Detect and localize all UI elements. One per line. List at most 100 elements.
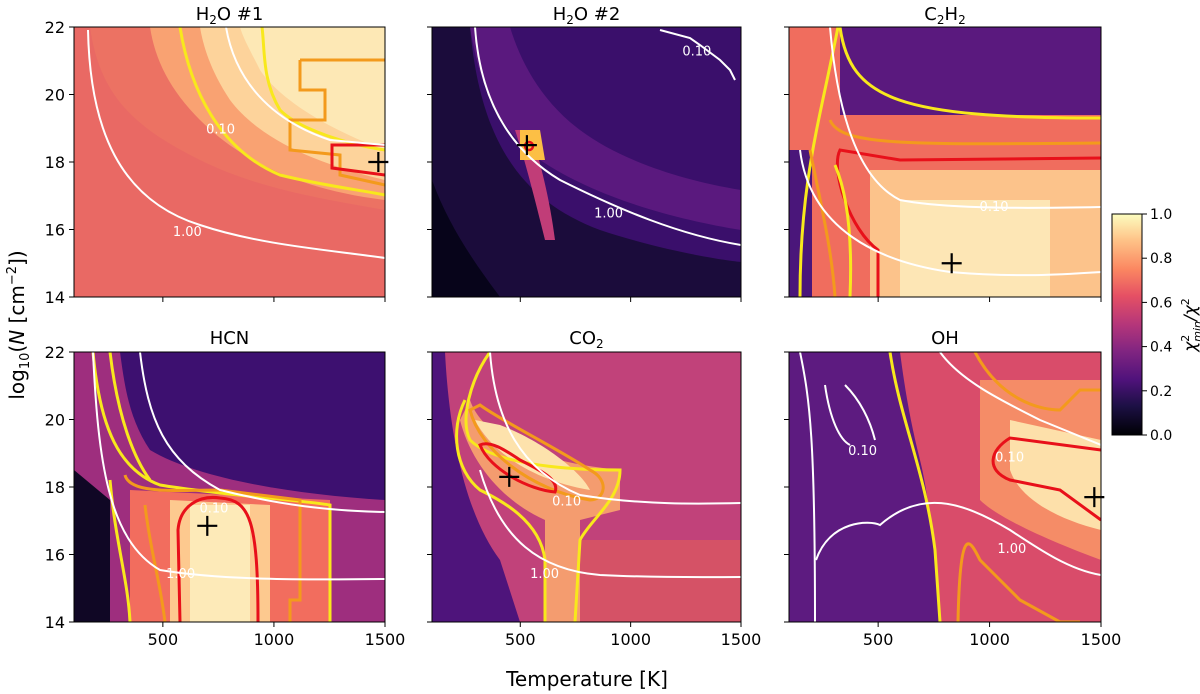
panel-title: OH xyxy=(931,328,959,349)
contour-yellow xyxy=(464,352,622,622)
contour-yellow xyxy=(455,399,547,622)
title-part: C xyxy=(924,4,937,25)
contour-white xyxy=(939,352,1101,446)
contour-red xyxy=(330,143,385,177)
best-fit-marker xyxy=(1084,487,1105,508)
x-tick-label: 1500 xyxy=(365,630,406,649)
colorbar-tick-label: 0.0 xyxy=(1150,428,1172,444)
colorbar: 0.0 0.2 0.4 0.6 0.8 1.0 χ2min/χ2 xyxy=(1111,207,1200,444)
contour-white xyxy=(799,352,876,622)
x-axis-label: Temperature [K] xyxy=(505,667,668,691)
contour-label: 0.10 xyxy=(199,501,228,516)
best-fit-marker xyxy=(941,253,962,274)
panel-co2: 500 1000 1500 0.10 1.00 CO2 xyxy=(427,328,761,649)
best-fit-marker xyxy=(516,135,537,156)
panel-title: HCN xyxy=(210,328,250,349)
contour-white xyxy=(92,352,385,581)
heatmap-region xyxy=(190,505,250,622)
colorbar-label: χ2min/χ2 xyxy=(1179,298,1200,353)
panel-h2o-2: 0.10 1.00 H2O #2 xyxy=(427,4,742,302)
best-fit-marker xyxy=(197,515,218,536)
panel-hcn: 500 1000 1500 14 16 18 20 22 0.10 1.00 HCN xyxy=(45,328,406,649)
title-part: HCN xyxy=(210,328,250,349)
best-fit-marker xyxy=(499,466,520,487)
contour-orange xyxy=(808,119,1101,297)
heatmap-region xyxy=(560,540,741,622)
panel-oh: 500 1000 1500 0.10 0.10 1.00 OH xyxy=(784,328,1121,649)
contour-white xyxy=(815,501,1101,576)
panel-title: H2O #2 xyxy=(553,4,621,27)
title-part: 2 xyxy=(596,337,604,351)
contour-label: 0.10 xyxy=(552,495,581,510)
y-tick-label: 14 xyxy=(45,288,65,307)
colorbar-tick-label: 0.4 xyxy=(1150,340,1172,356)
heatmap-region xyxy=(432,27,741,297)
heatmap-region xyxy=(120,352,385,500)
contour-yellow xyxy=(838,27,1101,120)
y-tick-label: 16 xyxy=(45,546,65,565)
colorbar-tick-label: 0.2 xyxy=(1150,384,1172,400)
title-part: 2 xyxy=(937,13,945,27)
contour-white xyxy=(829,27,1101,209)
contour-white xyxy=(659,29,736,81)
contour-white xyxy=(489,352,741,505)
colorbar-tick-label: 0.6 xyxy=(1150,295,1172,311)
contour-white xyxy=(799,149,1101,277)
contour-label: 0.10 xyxy=(848,444,877,459)
contour-label: 1.00 xyxy=(173,225,202,240)
contour-label: 1.00 xyxy=(594,207,623,222)
contour-label: 1.00 xyxy=(997,542,1026,557)
contour-white xyxy=(225,27,385,146)
contour-white xyxy=(87,29,385,259)
x-tick-label: 1000 xyxy=(254,630,295,649)
contour-white xyxy=(479,469,741,579)
y-tick-label: 18 xyxy=(45,153,65,172)
contour-yellow xyxy=(798,27,840,297)
contour-white xyxy=(139,352,385,513)
title-part: O #2 xyxy=(574,4,620,25)
heatmap-region xyxy=(432,352,520,622)
y-tick-label: 20 xyxy=(45,411,65,430)
title-part: H xyxy=(196,4,210,25)
best-fit-marker xyxy=(368,152,389,172)
contour-orange xyxy=(123,474,302,622)
y-axis-label: log10(N [cm−2]) xyxy=(5,250,33,399)
x-tick-label: 1000 xyxy=(610,630,651,649)
contour-yellow xyxy=(178,27,385,197)
contour-label: 1.00 xyxy=(166,567,195,582)
title-part: 2 xyxy=(958,13,966,27)
heatmap-region xyxy=(74,27,385,297)
x-tick-label: 500 xyxy=(863,630,894,649)
colorbar-gradient xyxy=(1111,213,1143,436)
contour-yellow xyxy=(260,27,385,152)
contour-red xyxy=(991,436,1101,522)
contour-label: 1.00 xyxy=(530,567,559,582)
heatmap-region xyxy=(432,180,500,297)
heatmap-region xyxy=(840,27,1101,115)
heatmap-region xyxy=(475,420,590,490)
heatmap-region xyxy=(900,200,1050,297)
colorbar-tick-label: 0.8 xyxy=(1150,251,1172,267)
title-part: CO xyxy=(569,328,596,349)
x-tick-label: 500 xyxy=(148,630,179,649)
y-tick-label: 14 xyxy=(45,613,65,632)
heatmap-region xyxy=(470,27,741,230)
title-part: H xyxy=(553,4,567,25)
x-tick-label: 1000 xyxy=(969,630,1010,649)
x-tick-label: 1500 xyxy=(721,630,762,649)
title-part: 2 xyxy=(209,13,217,27)
panel-title: H2O #1 xyxy=(196,4,264,27)
y-tick-label: 16 xyxy=(45,221,65,240)
title-part: OH xyxy=(931,328,959,349)
title-part: H xyxy=(945,4,959,25)
panel-h2o-1: 14 16 18 20 22 0.10 1.00 H2O #1 xyxy=(45,4,389,307)
contour-label: 0.10 xyxy=(980,200,1009,215)
title-part: O #1 xyxy=(217,4,263,25)
contour-yellow xyxy=(108,352,152,481)
contour-yellow xyxy=(833,164,853,297)
contour-white xyxy=(474,27,741,246)
contour-label: 0.10 xyxy=(995,451,1024,466)
heatmap-region xyxy=(74,470,110,622)
contour-label: 0.10 xyxy=(682,45,711,60)
